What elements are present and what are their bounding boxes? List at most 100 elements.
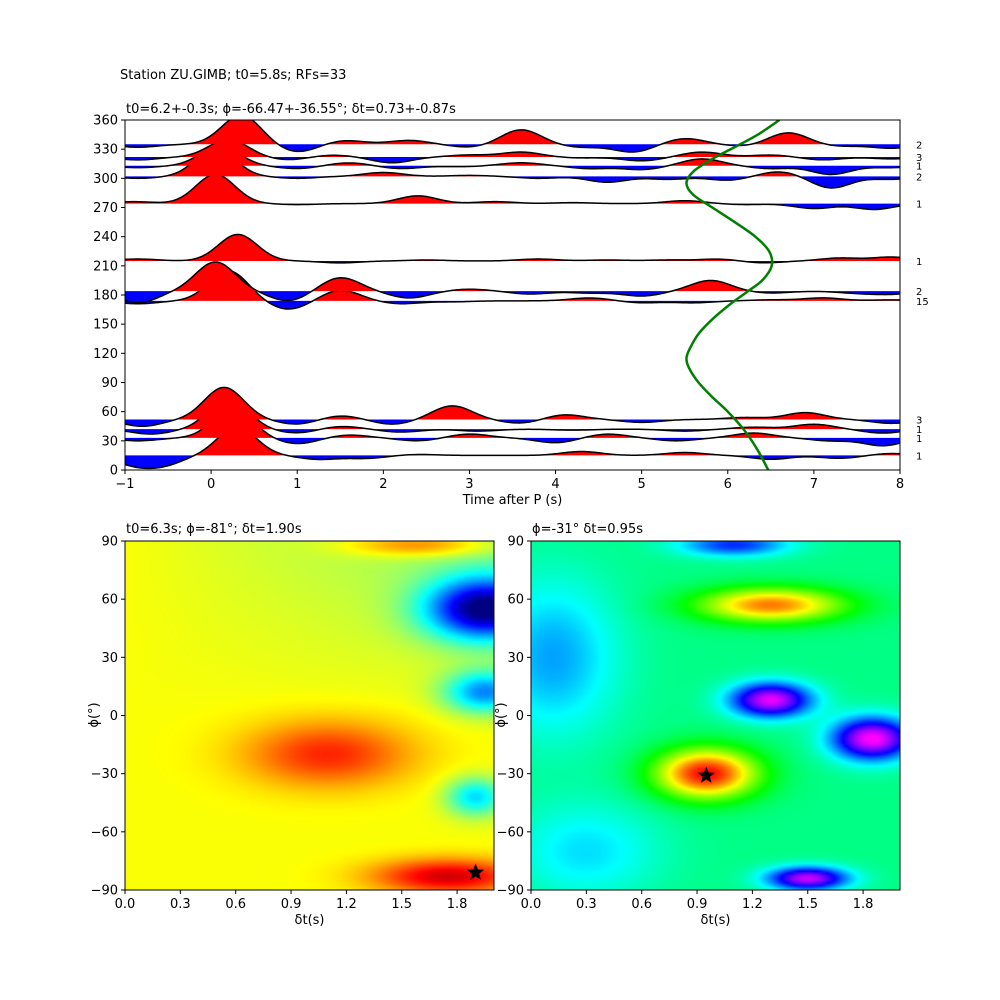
trace-baz-215 <box>125 233 900 264</box>
y-tick-label: −60 <box>497 825 524 840</box>
x-tick-label: 8 <box>896 477 904 492</box>
trace-count-label: 1 <box>916 200 922 211</box>
y-tick-label: 120 <box>93 347 118 362</box>
y-tick-label: −30 <box>91 767 118 782</box>
x-tick-label: 0.6 <box>225 897 246 912</box>
x-tick-label: 1 <box>293 477 301 492</box>
trace-line <box>125 120 900 153</box>
trace-negative-fill <box>125 455 900 469</box>
trace-positive-fill <box>125 146 900 166</box>
right-heatmap-axes: 0.0 0.3 0.6 0.9 1.2 1.5 1.8 −90 −60 −30 0 30 60 90 <box>497 535 874 913</box>
y-tick-label: 360 <box>93 114 118 129</box>
trace-count-label: 15 <box>916 297 929 308</box>
left-best-fit-star <box>466 863 485 880</box>
y-tick-label: 0 <box>110 709 118 724</box>
trace-negative-fill <box>125 300 900 310</box>
y-tick-label: 60 <box>507 593 524 608</box>
trace-positive-fill <box>125 261 900 292</box>
trace-panel: t0=6.2+-0.3s; ϕ=-66.47+-36.55°; δt=0.73+… <box>93 102 929 508</box>
x-tick-label: 4 <box>551 477 559 492</box>
y-tick-label: 330 <box>93 143 118 158</box>
trace-positive-fill <box>125 398 900 430</box>
left-heatmap-xlabel: δt(s) <box>295 913 325 928</box>
x-tick-label: 0.0 <box>521 897 542 912</box>
trace-line <box>125 233 900 264</box>
left-heatmap-title: t0=6.3s; ϕ=-81°; δt=1.90s <box>126 522 302 537</box>
trace-negative-fill <box>125 419 900 427</box>
x-tick-label: 0.9 <box>687 897 708 912</box>
trace-baz-274 <box>125 173 900 211</box>
y-tick-label: 30 <box>101 651 118 666</box>
trace-line <box>125 261 900 304</box>
x-tick-label: 0 <box>207 477 215 492</box>
trace-negative-fill <box>125 291 900 303</box>
trace-baz-302 <box>125 147 900 189</box>
y-tick-label: −90 <box>497 884 524 899</box>
trace-count-label: 1 <box>916 257 922 268</box>
trace-count-label: 3 <box>916 153 922 164</box>
trace-positive-fill <box>125 148 900 177</box>
overlay-green-curve <box>685 120 781 470</box>
trace-count-label: 3 <box>916 415 922 426</box>
left-heatmap-axes: 0.0 0.3 0.6 0.9 1.2 1.5 1.8 −90 −60 −30 0 30 60 90 <box>91 535 468 913</box>
trace-negative-fill <box>125 176 900 188</box>
trace-baz-52 <box>125 386 900 428</box>
x-tick-label: 1.5 <box>797 897 818 912</box>
trace-plot-area <box>125 120 900 470</box>
x-tick-label: 0.0 <box>115 897 136 912</box>
x-tick-label: 1.8 <box>447 897 468 912</box>
trace-negative-fill <box>125 156 900 163</box>
trace-baz-313 <box>125 145 900 176</box>
x-tick-label: 3 <box>465 477 473 492</box>
x-tick-label: 0.6 <box>631 897 652 912</box>
trace-positive-fill <box>125 407 900 438</box>
x-tick-label: 2 <box>379 477 387 492</box>
x-tick-label: 1.8 <box>853 897 874 912</box>
x-tick-label: 1.2 <box>336 897 357 912</box>
y-tick-label: 270 <box>93 201 118 216</box>
y-tick-label: 210 <box>93 259 118 274</box>
right-heatmap-ylabel: ϕ(°) <box>494 702 509 727</box>
trace-count-label: 1 <box>916 162 922 173</box>
best-fit-star-icon <box>466 863 485 880</box>
x-tick-label: 0.3 <box>170 897 191 912</box>
right-best-fit-star <box>697 766 715 783</box>
trace-positive-fill <box>125 120 900 145</box>
trace-line <box>125 173 900 211</box>
trace-positive-fill <box>125 270 900 301</box>
y-tick-label: 0 <box>516 709 524 724</box>
y-tick-label: 30 <box>507 651 524 666</box>
x-tick-label: 0.3 <box>576 897 597 912</box>
y-tick-label: 300 <box>93 172 118 187</box>
y-tick-label: 90 <box>507 535 524 550</box>
trace-positive-fill <box>125 174 900 204</box>
x-tick-label: 7 <box>810 477 818 492</box>
left-heatmap-panel: t0=6.3s; ϕ=-81°; δt=1.90s 0.0 0.3 0.6 0.9 1.… <box>87 522 495 928</box>
trace-count-label: 1 <box>916 434 922 445</box>
trace-positive-fill <box>125 234 900 261</box>
x-tick-label: 1.5 <box>391 897 412 912</box>
trace-xlabel: Time after P (s) <box>462 493 563 508</box>
left-heatmap-image <box>125 541 494 890</box>
trace-positive-fill <box>125 387 900 420</box>
left-heatmap-ylabel: ϕ(°) <box>87 702 102 727</box>
y-tick-label: 180 <box>93 289 118 304</box>
trace-count-label: 2 <box>916 287 922 298</box>
y-tick-label: 60 <box>101 405 118 420</box>
best-fit-star-icon <box>697 766 715 783</box>
trace-panel-title: t0=6.2+-0.3s; ϕ=-66.47+-36.55°; δt=0.73+… <box>126 102 456 117</box>
trace-baz-335 <box>125 120 900 153</box>
y-tick-label: 60 <box>101 593 118 608</box>
y-tick-label: 30 <box>101 434 118 449</box>
x-tick-label: −1 <box>115 477 134 492</box>
figure-suptitle: Station ZU.GIMB; t0=5.8s; RFs=33 <box>120 68 346 83</box>
y-tick-label: 240 <box>93 230 118 245</box>
trace-positive-fill <box>125 427 900 456</box>
y-tick-label: 90 <box>101 535 118 550</box>
right-heatmap-image <box>531 541 900 890</box>
trace-baz-322 <box>125 138 900 164</box>
trace-negative-fill <box>125 203 900 210</box>
y-tick-label: −60 <box>91 825 118 840</box>
right-heatmap-xlabel: δt(s) <box>701 913 731 928</box>
